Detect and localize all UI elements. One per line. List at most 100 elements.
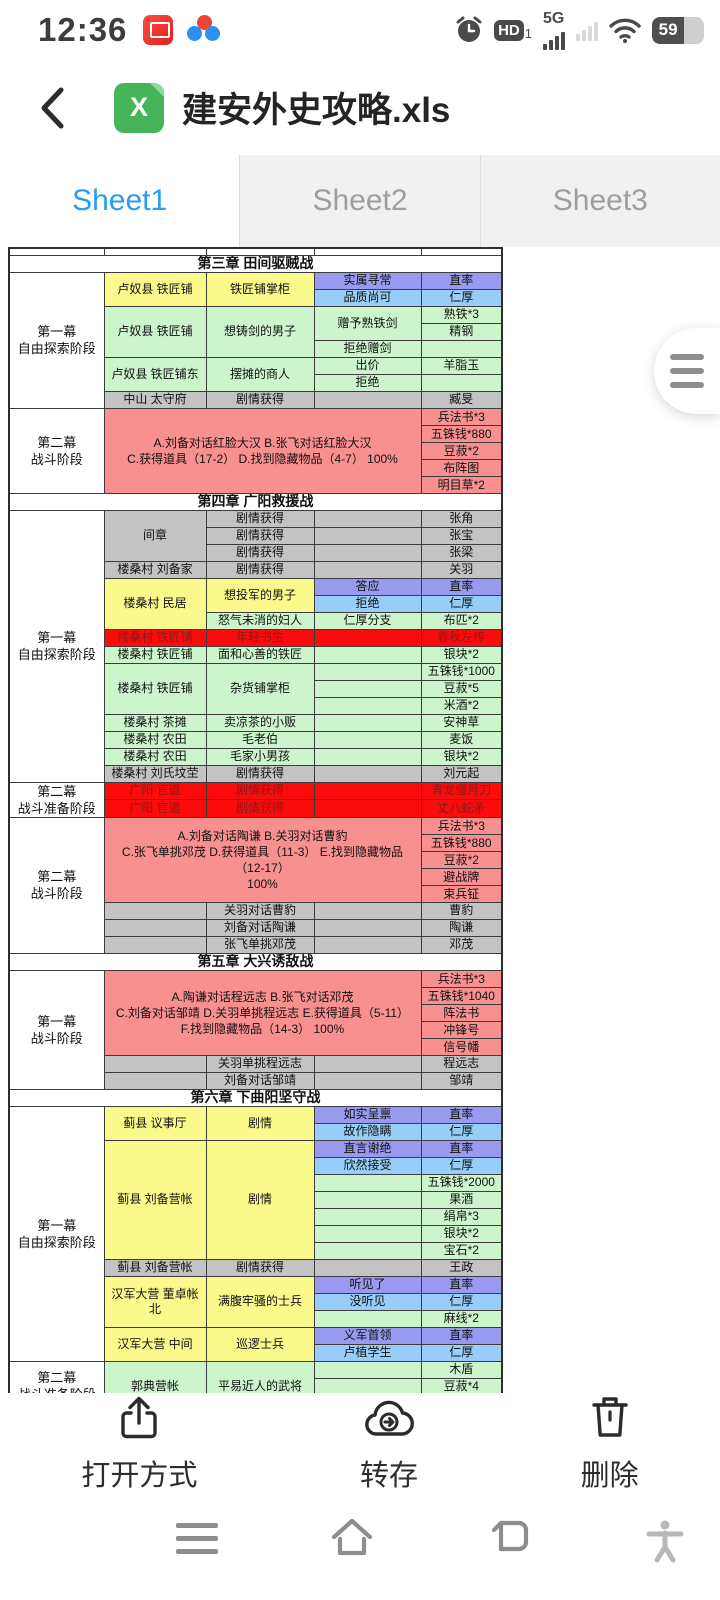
table-cell: 银块*2	[420, 645, 503, 664]
table-cell: 熟铁*3	[420, 305, 503, 324]
table-cell: 蓟县 刘备营帐	[103, 1258, 207, 1277]
table-cell: 邓茂	[420, 935, 503, 954]
table-cell: 故作隐瞒	[313, 1122, 422, 1141]
back-icon[interactable]	[487, 1513, 533, 1559]
table-cell: 铁匠铺掌柜	[205, 271, 315, 307]
table-cell-empty	[420, 373, 503, 392]
table-cell: 卢奴县 铁匠铺东	[103, 356, 207, 392]
tab-sheet2[interactable]: Sheet2	[240, 155, 481, 247]
table-cell: 中山 太守府	[103, 390, 207, 409]
table-cell: 仁厚	[420, 1292, 503, 1311]
table-cell: 羊脂玉	[420, 356, 503, 375]
table-cell: 冲锋号	[420, 1020, 503, 1039]
table-cell-empty	[313, 1241, 422, 1260]
table-cell: 想投军的男子	[205, 577, 315, 613]
table-cell-empty	[313, 1309, 422, 1328]
table-cell: 间章	[103, 509, 207, 562]
table-cell: 绢帛*3	[420, 1207, 503, 1226]
open-with-label: 打开方式	[81, 1460, 198, 1492]
save-to-cloud-button[interactable]: 转存	[360, 1394, 418, 1494]
table-cell: 邹靖	[420, 1071, 503, 1090]
table-cell: 欣然接受	[313, 1156, 422, 1175]
table-cell: 杂货铺掌柜	[205, 662, 315, 715]
table-cell: 安神草	[420, 713, 503, 732]
table-cell: 直言谢绝	[313, 1139, 422, 1158]
table-cell-empty	[103, 247, 207, 256]
table-cell: 第四章 广阳救援战	[8, 492, 503, 511]
accessibility-icon[interactable]	[645, 1519, 685, 1563]
table-cell-empty	[313, 1360, 422, 1379]
table-cell: 阵法书	[420, 1003, 503, 1022]
table-cell: 豆菽*2	[420, 441, 503, 460]
table-cell: 毛老伯	[205, 730, 315, 749]
delete-button[interactable]: 删除	[581, 1394, 639, 1494]
table-cell: 毛家小男孩	[205, 747, 315, 766]
table-cell: 蓟县 议事厅	[103, 1105, 207, 1141]
table-cell: 拒绝	[313, 373, 422, 392]
table-cell: 年轻书生	[205, 628, 315, 647]
table-cell: 五铢钱*1000	[420, 662, 503, 681]
table-cell: 仁厚	[420, 288, 503, 307]
table-cell-empty	[313, 781, 422, 800]
open-with-button[interactable]: 打开方式	[81, 1394, 197, 1494]
table-cell: 关羽单挑程远志	[205, 1054, 315, 1073]
home-icon[interactable]	[328, 1513, 376, 1561]
table-cell: 第一幕 自由探索阶段	[8, 1105, 105, 1362]
table-cell: 剧情获得	[205, 509, 315, 528]
table-cell: 兵法书*3	[420, 816, 503, 835]
table-cell: 银块*2	[420, 1224, 503, 1243]
table-cell: 没听见	[313, 1292, 422, 1311]
table-cell: 仁厚	[420, 1122, 503, 1141]
table-cell: 布匹*2	[420, 611, 503, 630]
share-icon	[121, 1396, 158, 1439]
table-cell-empty	[313, 696, 422, 715]
table-cell: 关羽对话曹豹	[205, 901, 315, 920]
table-cell: 楼桑村 刘备家	[103, 560, 207, 579]
sheet-viewport[interactable]: 第三章 田间驱贼战 第一幕 自由探索阶段 卢奴县 铁匠铺 铁匠铺掌柜 实属寻常 直率 品质尚…	[0, 247, 720, 1395]
table-cell: 刘备对话邹靖	[205, 1071, 315, 1090]
table-cell: 信号幡	[420, 1037, 503, 1056]
table-cell: 麻线*2	[420, 1309, 503, 1328]
table-cell: 第二幕 战斗阶段	[8, 407, 105, 494]
tab-sheet3[interactable]: Sheet3	[480, 155, 720, 247]
back-button[interactable]	[30, 82, 74, 134]
signal-sim1-icon: 5G	[543, 10, 565, 50]
wifi-icon	[609, 18, 641, 43]
table-cell: 卢奴县 铁匠铺	[103, 305, 207, 358]
floating-menu-handle[interactable]	[654, 328, 720, 414]
table-cell-empty	[103, 918, 207, 937]
table-cell-empty	[313, 799, 422, 818]
table-cell: 第二幕 战斗准备阶段	[8, 781, 105, 818]
file-action-toolbar: 打开方式 转存 删除	[0, 1393, 720, 1495]
table-cell-empty	[313, 918, 422, 937]
table-cell: 想铸剑的男子	[205, 305, 315, 358]
table-cell: 摆摊的商人	[205, 356, 315, 392]
table-cell: 卖凉茶的小贩	[205, 713, 315, 732]
tab-sheet1[interactable]: Sheet1	[0, 155, 241, 247]
trash-icon	[591, 1397, 628, 1437]
table-cell: 仁厚分支	[313, 611, 422, 630]
table-cell: 仁厚	[420, 1343, 503, 1362]
table-cell: 张梁	[420, 543, 503, 562]
recents-menu-icon[interactable]	[176, 1523, 218, 1554]
table-cell: 第五章 大兴诱敌战	[8, 952, 503, 971]
table-cell-empty	[313, 628, 422, 647]
table-cell-empty	[313, 1054, 422, 1073]
table-cell-empty	[313, 1071, 422, 1090]
table-cell: 五铢钱*1040	[420, 986, 503, 1005]
table-cell: 臧旻	[420, 390, 503, 409]
table-cell: 出价	[313, 356, 422, 375]
notification-app-icon-red	[143, 15, 174, 45]
table-cell: 剧情获得	[205, 1258, 315, 1277]
table-cell: 第二幕 战斗阶段	[8, 816, 105, 954]
table-cell: 楼桑村 民居	[103, 577, 207, 630]
table-cell-empty	[313, 1258, 422, 1277]
table-cell: 如实呈禀	[313, 1105, 422, 1124]
chevron-left-icon	[41, 87, 64, 128]
table-cell-empty	[313, 747, 422, 766]
table-cell: 直率	[420, 1105, 503, 1124]
table-cell: 明目草*2	[420, 475, 503, 494]
table-cell: 卢奴县 铁匠铺	[103, 271, 207, 307]
signal-sim2-icon	[576, 19, 598, 41]
